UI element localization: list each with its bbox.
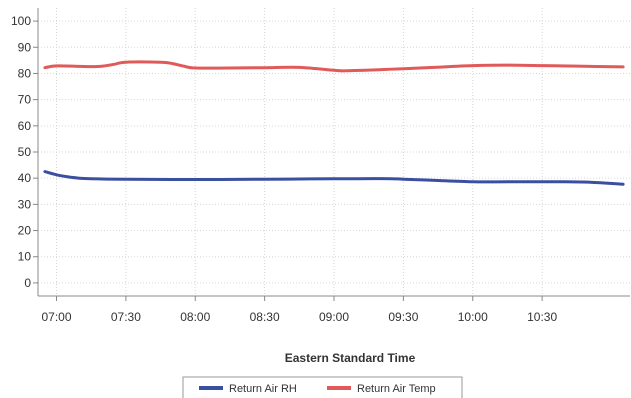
tick-labels: 0 10 20 30 40 50 60 70 80 90 100 07:00 07:30 08:00 08:… [11,14,557,324]
x-tick-label: 09:00 [319,310,349,324]
series-line-return-air-temp [45,62,623,71]
y-tick-label: 40 [18,171,32,185]
x-tick-label: 10:30 [527,310,557,324]
y-tick-label: 30 [18,197,32,211]
y-tick-label: 0 [24,276,31,290]
x-tick-label: 08:30 [250,310,280,324]
x-tick-label: 10:00 [458,310,488,324]
legend[interactable]: Return Air RH Return Air Temp [183,377,462,398]
y-tick-label: 50 [18,145,32,159]
y-tick-label: 10 [18,250,32,264]
grid-lines [38,8,630,296]
x-axis-title: Eastern Standard Time [285,351,416,365]
x-tick-label: 07:30 [111,310,141,324]
legend-label: Return Air Temp [357,383,436,395]
y-tick-label: 80 [18,66,32,80]
x-tick-label: 08:00 [180,310,210,324]
y-tick-label: 90 [18,40,32,54]
y-tick-label: 100 [11,14,31,28]
legend-label: Return Air RH [229,383,297,395]
y-tick-label: 70 [18,93,32,107]
x-tick-label: 07:00 [41,310,71,324]
x-tick-label: 09:30 [388,310,418,324]
y-tick-label: 20 [18,224,32,238]
y-tick-label: 60 [18,119,32,133]
